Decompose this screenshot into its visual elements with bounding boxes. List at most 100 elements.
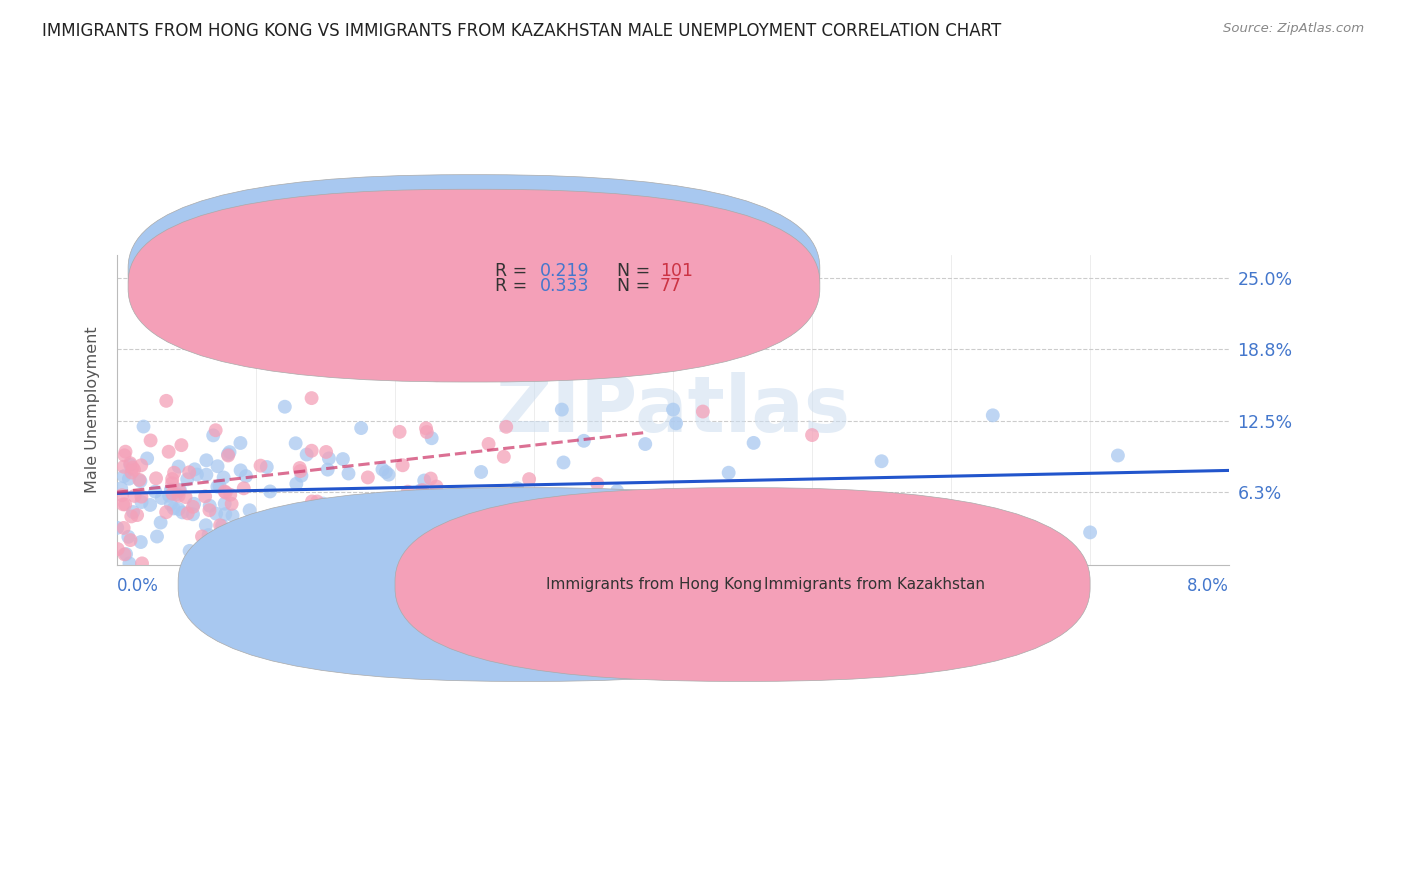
Point — [245, 310, 267, 325]
Point — [121, 466, 143, 480]
Point — [551, 402, 574, 417]
Point — [281, 505, 304, 519]
Point — [166, 487, 188, 501]
Point — [212, 470, 235, 484]
Point — [179, 466, 201, 480]
Point — [589, 507, 612, 521]
Point — [120, 458, 142, 472]
Point — [114, 449, 136, 463]
Point — [692, 404, 714, 418]
Point — [114, 497, 136, 511]
Point — [112, 469, 135, 483]
Point — [495, 419, 517, 434]
Point — [717, 466, 740, 480]
Point — [222, 522, 245, 536]
Point — [214, 484, 236, 499]
Point — [307, 494, 329, 508]
Point — [194, 518, 217, 533]
Point — [149, 516, 172, 530]
Point — [131, 495, 153, 509]
Point — [122, 463, 145, 477]
Point — [163, 501, 186, 516]
FancyBboxPatch shape — [128, 189, 820, 382]
Point — [195, 453, 218, 467]
Point — [624, 508, 647, 522]
Point — [221, 508, 243, 523]
Point — [662, 534, 685, 549]
Point — [477, 437, 499, 451]
Point — [183, 462, 205, 476]
Point — [634, 437, 657, 451]
Point — [167, 459, 190, 474]
Point — [315, 529, 337, 543]
Point — [167, 489, 190, 503]
Point — [118, 472, 141, 486]
Point — [105, 521, 128, 535]
Point — [114, 547, 136, 561]
Point — [186, 467, 208, 482]
Point — [553, 455, 575, 469]
Point — [981, 409, 1004, 423]
Point — [501, 503, 523, 517]
Point — [492, 450, 515, 464]
Point — [198, 503, 221, 517]
Point — [332, 501, 354, 516]
Point — [120, 533, 142, 547]
Point — [662, 402, 685, 417]
Point — [221, 497, 243, 511]
Point — [357, 531, 380, 545]
Point — [118, 557, 141, 571]
Point — [229, 526, 252, 541]
Point — [592, 523, 614, 537]
Text: Immigrants from Kazakhstan: Immigrants from Kazakhstan — [765, 577, 986, 592]
Point — [420, 431, 443, 445]
Point — [107, 542, 129, 557]
Point — [371, 532, 394, 546]
Point — [183, 497, 205, 511]
Point — [259, 484, 281, 499]
Text: 101: 101 — [659, 262, 693, 280]
Point — [418, 499, 440, 513]
Point — [236, 529, 259, 543]
Point — [305, 531, 328, 545]
Point — [143, 484, 166, 499]
Point — [179, 544, 201, 558]
FancyBboxPatch shape — [395, 488, 1090, 681]
Point — [163, 466, 186, 480]
Point — [176, 506, 198, 520]
Point — [558, 524, 581, 539]
Point — [229, 463, 252, 477]
Point — [250, 517, 273, 532]
Point — [160, 472, 183, 486]
Point — [586, 476, 609, 491]
Point — [328, 345, 350, 359]
Point — [301, 494, 323, 508]
Point — [155, 505, 177, 519]
Point — [120, 456, 142, 470]
Point — [112, 459, 135, 474]
Point — [247, 519, 270, 533]
Point — [129, 474, 152, 488]
Point — [1107, 449, 1129, 463]
Point — [172, 505, 194, 519]
Point — [174, 490, 197, 504]
Point — [117, 530, 139, 544]
Point — [416, 425, 439, 439]
Point — [198, 499, 221, 513]
Point — [284, 436, 307, 450]
Point — [197, 528, 219, 542]
Point — [195, 467, 218, 482]
Point — [454, 497, 477, 511]
Point — [249, 458, 271, 473]
Point — [124, 489, 146, 503]
Point — [357, 470, 380, 484]
Point — [214, 507, 236, 521]
Point — [214, 497, 236, 511]
Text: 0.219: 0.219 — [540, 262, 589, 280]
Text: 0.0%: 0.0% — [117, 577, 159, 595]
Point — [426, 368, 449, 383]
Point — [413, 474, 436, 488]
Text: R =: R = — [495, 262, 533, 280]
Point — [517, 472, 540, 486]
Point — [207, 459, 229, 474]
